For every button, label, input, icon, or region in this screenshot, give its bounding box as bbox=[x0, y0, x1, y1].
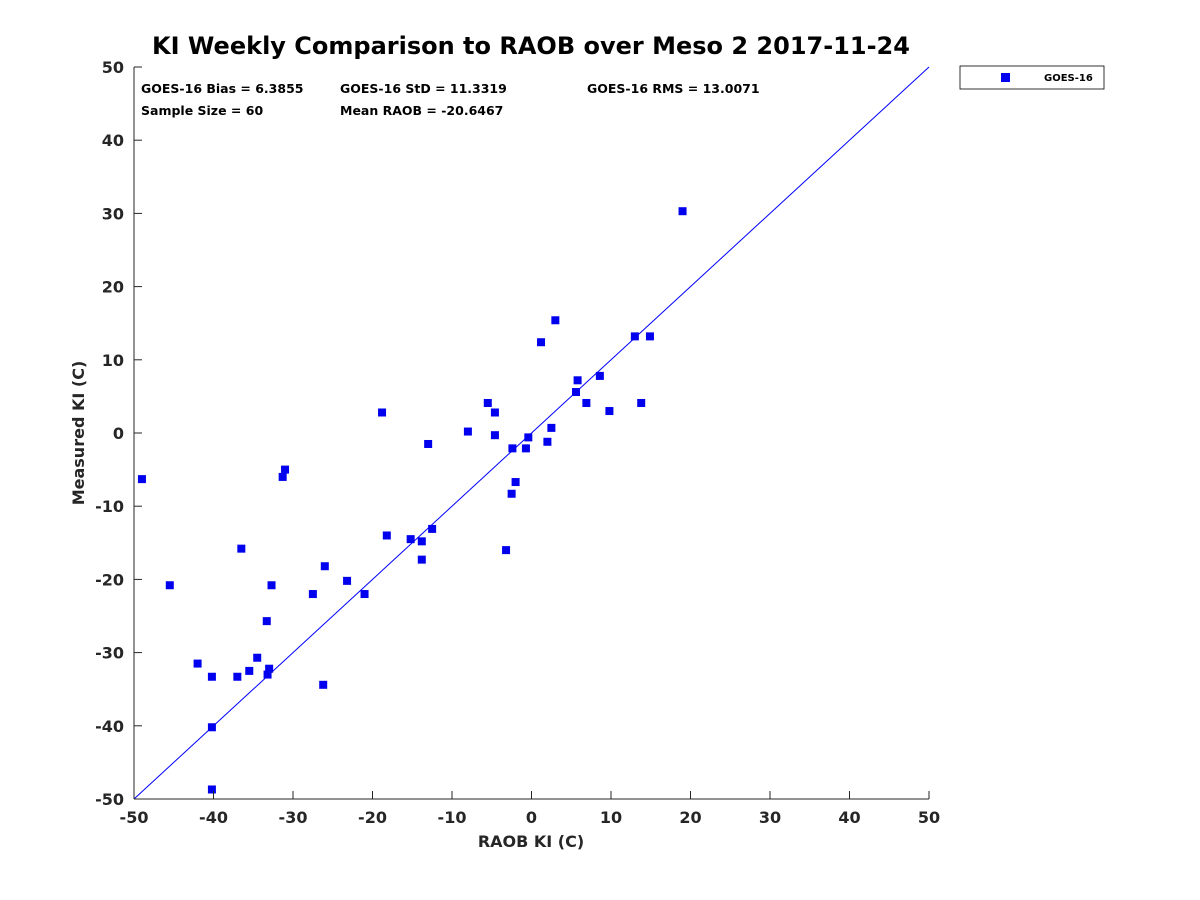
y-tick-label: 10 bbox=[102, 351, 124, 370]
data-point bbox=[360, 590, 369, 599]
y-tick-label: -20 bbox=[95, 570, 124, 589]
x-tick-label: 40 bbox=[838, 808, 860, 827]
y-tick-label: 0 bbox=[113, 424, 124, 443]
data-point bbox=[630, 332, 639, 341]
data-point bbox=[265, 664, 274, 673]
data-point bbox=[678, 207, 687, 216]
reference-line bbox=[133, 66, 930, 800]
series-goes-16 bbox=[137, 207, 687, 794]
legend-marker bbox=[1001, 73, 1010, 82]
legend-box bbox=[959, 65, 1105, 90]
x-tick-label: 0 bbox=[526, 808, 537, 827]
x-tick-label: -30 bbox=[279, 808, 308, 827]
data-point bbox=[137, 475, 146, 484]
x-tick-label: -20 bbox=[358, 808, 387, 827]
data-point bbox=[424, 439, 433, 448]
data-point bbox=[521, 444, 530, 453]
data-point bbox=[278, 472, 287, 481]
data-point bbox=[267, 581, 276, 590]
y-tick-label: -40 bbox=[95, 717, 124, 736]
data-point bbox=[262, 617, 271, 626]
y-tick-label: -10 bbox=[95, 497, 124, 516]
plot-area bbox=[133, 66, 930, 800]
axis-ticks: -50 -40 -30 -20 -10 0 10 20 30 40 50 -50 -40 -30 -20 -1… bbox=[95, 58, 940, 827]
data-point bbox=[524, 433, 533, 442]
data-point bbox=[508, 444, 517, 453]
x-tick-label: 50 bbox=[918, 808, 940, 827]
stat-sample-size: Sample Size = 60 bbox=[141, 103, 263, 118]
data-point bbox=[207, 785, 216, 794]
data-point bbox=[308, 590, 317, 599]
stat-bias: GOES-16 Bias = 6.3855 bbox=[141, 81, 303, 96]
x-tick-label: -40 bbox=[199, 808, 228, 827]
data-point bbox=[582, 398, 591, 407]
data-point bbox=[253, 653, 262, 662]
x-tick-label: -10 bbox=[438, 808, 467, 827]
data-point bbox=[483, 398, 492, 407]
data-point bbox=[490, 408, 499, 417]
y-tick-label: -30 bbox=[95, 644, 124, 663]
x-axis-label: RAOB KI (C) bbox=[478, 832, 584, 851]
data-point bbox=[507, 489, 516, 498]
data-point bbox=[595, 371, 604, 380]
y-tick-label: -50 bbox=[95, 790, 124, 809]
data-point bbox=[382, 531, 391, 540]
x-tick-label: 30 bbox=[759, 808, 781, 827]
data-point bbox=[463, 427, 472, 436]
x-tick-label: -50 bbox=[120, 808, 149, 827]
data-point bbox=[233, 672, 242, 681]
data-point bbox=[281, 465, 290, 474]
data-point bbox=[417, 537, 426, 546]
data-point bbox=[537, 338, 546, 347]
data-point bbox=[572, 388, 581, 397]
data-point bbox=[511, 478, 520, 487]
y-tick-label: 20 bbox=[102, 278, 124, 297]
data-point bbox=[193, 659, 202, 668]
data-point bbox=[237, 544, 246, 553]
data-point bbox=[417, 555, 426, 564]
x-tick-label: 10 bbox=[600, 808, 622, 827]
chart-title: KI Weekly Comparison to RAOB over Meso 2… bbox=[152, 32, 910, 60]
data-point bbox=[319, 680, 328, 689]
data-point bbox=[645, 332, 654, 341]
data-point bbox=[543, 437, 552, 446]
y-tick-label: 40 bbox=[102, 131, 124, 150]
stat-std: GOES-16 StD = 11.3319 bbox=[340, 81, 507, 96]
data-point bbox=[207, 723, 216, 732]
y-tick-label: 30 bbox=[102, 204, 124, 223]
data-point bbox=[406, 535, 415, 544]
data-point bbox=[378, 408, 387, 417]
data-point bbox=[490, 431, 499, 440]
legend: GOES-16 bbox=[959, 65, 1105, 90]
data-point bbox=[428, 524, 437, 533]
y-tick-label: 50 bbox=[102, 58, 124, 77]
data-point bbox=[573, 376, 582, 385]
data-point bbox=[263, 670, 272, 679]
x-tick-label: 20 bbox=[679, 808, 701, 827]
data-point bbox=[207, 672, 216, 681]
data-point bbox=[165, 581, 174, 590]
data-point bbox=[551, 316, 560, 325]
data-point bbox=[343, 576, 352, 585]
data-point bbox=[502, 546, 511, 555]
data-point bbox=[637, 398, 646, 407]
y-axis-label: Measured KI (C) bbox=[69, 361, 88, 506]
stat-mean-raob: Mean RAOB = -20.6467 bbox=[340, 103, 503, 118]
data-point bbox=[605, 407, 614, 416]
data-point bbox=[245, 666, 254, 675]
stats-annotations: GOES-16 Bias = 6.3855 GOES-16 StD = 11.3… bbox=[141, 81, 760, 118]
data-point bbox=[320, 562, 329, 571]
legend-entry: GOES-16 bbox=[1044, 73, 1093, 84]
stat-rms: GOES-16 RMS = 13.0071 bbox=[587, 81, 760, 96]
data-point bbox=[547, 423, 556, 432]
